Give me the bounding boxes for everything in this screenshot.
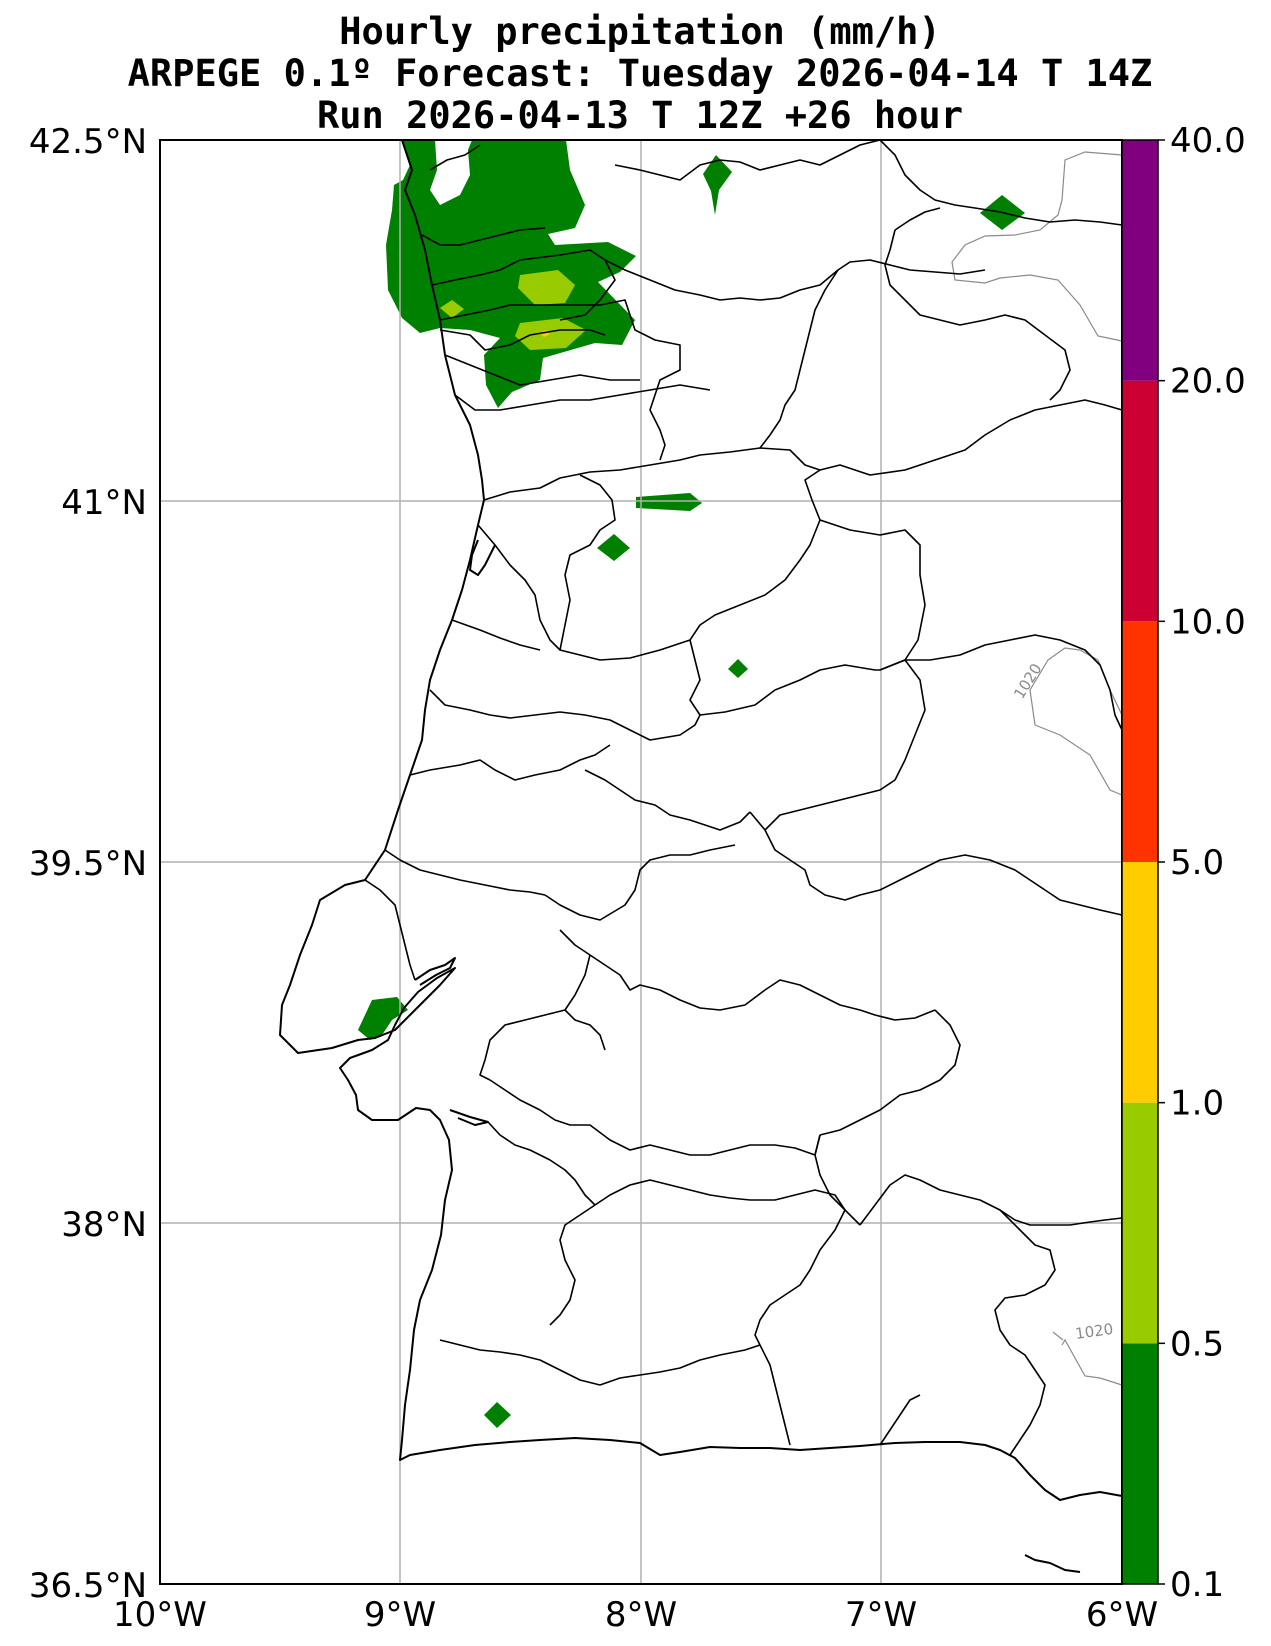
precip-cell-7.6w-40.25n (728, 659, 748, 678)
lat-tick-label: 39.5°N (29, 844, 147, 884)
lon-tick-label: 9°W (364, 1595, 436, 1635)
precip-pocket-2 (515, 318, 586, 350)
lon-tick-label: 7°W (845, 1595, 917, 1635)
colorbar-segment (1122, 1343, 1158, 1584)
precip-cell-8.1w-40.75n (597, 534, 630, 561)
colorbar-tick-label: 1.0 (1170, 1084, 1224, 1124)
lat-tick-label: 38°N (61, 1205, 147, 1245)
lat-tick-label: 36.5°N (29, 1566, 147, 1606)
colorbar-segment (1122, 380, 1158, 622)
precip-cell-7.7w-42.4n (703, 155, 732, 215)
title-line-1: Hourly precipitation (mm/h) (339, 10, 940, 53)
lon-tick-label: 8°W (605, 1595, 677, 1635)
precip-cell-9.05w-38.7n (358, 997, 408, 1040)
colorbar-segment (1122, 1102, 1158, 1344)
colorbar-tick-label: 10.0 (1170, 602, 1246, 642)
colorbar-tick-label: 0.5 (1170, 1324, 1224, 1364)
lat-tick-label: 42.5°N (29, 122, 147, 162)
lon-tick-label: 10°W (113, 1595, 207, 1635)
longitude-axis: 10°W 9°W 8°W 7°W 6°W (113, 1595, 1158, 1635)
title-line-2: ARPEGE 0.1º Forecast: Tuesday 2026-04-14… (128, 52, 1153, 95)
precip-cell-7.95w-41n (636, 493, 702, 511)
precip-pocket-1 (518, 270, 575, 305)
lon-tick-label: 6°W (1086, 1595, 1158, 1635)
colorbar: 0.1 0.5 1.0 5.0 10.0 20.0 40.0 (1121, 121, 1246, 1605)
coastline-tejo-estuary (414, 957, 456, 986)
precip-pocket-3 (440, 300, 464, 318)
colorbar-segment (1122, 621, 1158, 862)
map-area: 1020 1020 (159, 139, 1123, 1585)
colorbar-segment (1122, 140, 1158, 381)
title-line-3: Run 2026-04-13 T 12Z +26 hour (317, 94, 963, 137)
lat-tick-label: 41°N (61, 483, 147, 523)
colorbar-tick-label: 20.0 (1170, 362, 1246, 402)
colorbar-tick-label: 5.0 (1170, 843, 1224, 883)
district-borders (364, 139, 1123, 1456)
colorbar-tick-label: 0.1 (1170, 1565, 1224, 1605)
coastline-gibraltar (1024, 1554, 1081, 1573)
precip-cell-8.6w-37.2n (484, 1402, 511, 1428)
colorbar-tick-label: 40.0 (1170, 121, 1246, 161)
latitude-axis: 42.5°N 41°N 39.5°N 38°N 36.5°N (29, 122, 147, 1606)
gridlines (160, 140, 1122, 1584)
coastline-lagoon-aveiro (469, 539, 496, 576)
isobar-label-1020-south: 1020 (1074, 1320, 1114, 1343)
coastline (279, 139, 1123, 1501)
precipitation-layer (358, 140, 1025, 1428)
colorbar-segment (1122, 862, 1158, 1103)
